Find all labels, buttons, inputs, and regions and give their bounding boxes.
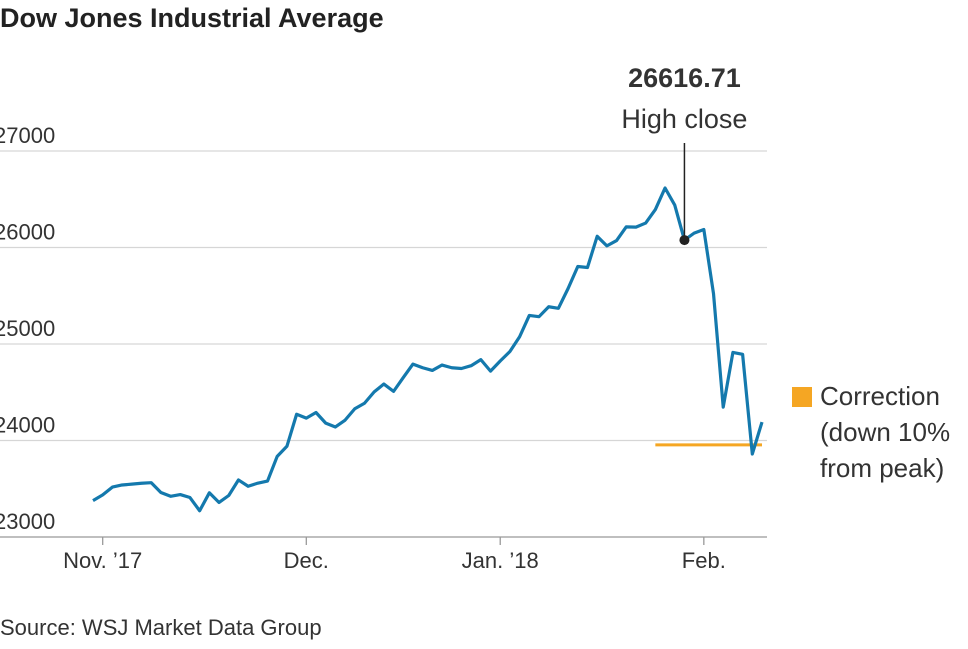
source: Source: WSJ Market Data Group xyxy=(0,615,322,640)
y-tick-label: 25000 xyxy=(0,316,55,341)
y-tick-label: 26000 xyxy=(0,219,55,244)
annotation-text: High close xyxy=(621,104,747,134)
legend-label: from peak) xyxy=(820,453,944,483)
x-tick-label: Dec. xyxy=(284,548,329,573)
annotation-value: 26616.71 xyxy=(628,63,741,93)
y-tick-label: 24000 xyxy=(0,412,55,437)
x-tick-label: Nov. ’17 xyxy=(63,548,142,573)
data-line xyxy=(92,186,764,513)
legend-label: (down 10% xyxy=(820,417,950,447)
x-tick-label: Feb. xyxy=(682,548,726,573)
chart-title: Dow Jones Industrial Average xyxy=(0,3,384,33)
x-tick-label: Jan. ’18 xyxy=(462,548,539,573)
y-tick-label: 23000 xyxy=(0,509,55,534)
legend-label: Correction xyxy=(820,381,940,411)
peak-point xyxy=(679,235,690,246)
legend-swatch xyxy=(792,387,812,407)
y-tick-label: 27000 xyxy=(0,123,55,148)
